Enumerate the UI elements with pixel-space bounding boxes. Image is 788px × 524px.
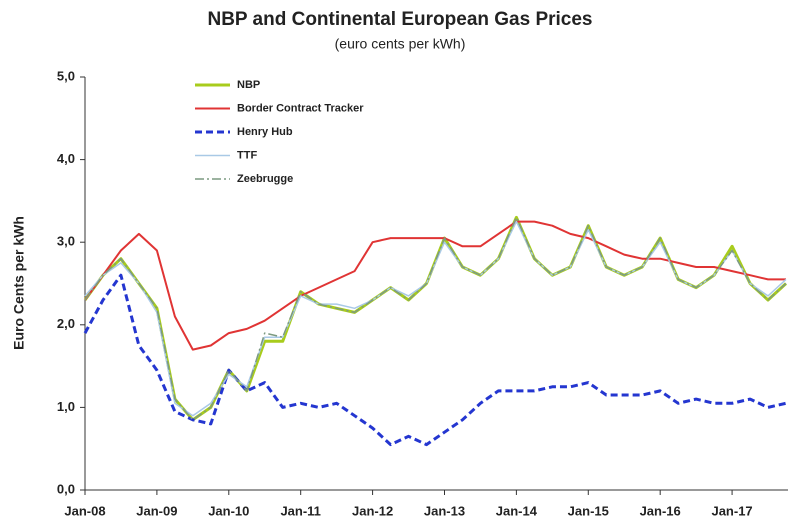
y-axis-label: Euro Cents per kWh bbox=[11, 216, 27, 350]
series-line bbox=[83, 273, 787, 447]
legend-label: Zeebrugge bbox=[237, 173, 293, 185]
y-tick-label: 0,0 bbox=[57, 481, 75, 496]
series-line bbox=[83, 215, 788, 422]
x-tick-label: Jan-16 bbox=[640, 503, 681, 518]
y-tick-label: 5,0 bbox=[57, 68, 75, 83]
x-tick-label: Jan-09 bbox=[136, 503, 177, 518]
legend-label: Henry Hub bbox=[237, 126, 293, 138]
legend-label: TTF bbox=[237, 149, 257, 161]
legend-label: Border Contract Tracker bbox=[237, 102, 364, 114]
y-tick-label: 2,0 bbox=[57, 316, 75, 331]
x-tick-label: Jan-14 bbox=[496, 503, 538, 518]
series-line bbox=[84, 220, 787, 417]
x-tick-label: Jan-11 bbox=[280, 503, 320, 518]
y-tick-label: 3,0 bbox=[57, 234, 75, 249]
x-tick-label: Jan-10 bbox=[208, 503, 249, 518]
x-tick-label: Jan-17 bbox=[711, 503, 752, 518]
chart-title: NBP and Continental European Gas Prices bbox=[207, 9, 592, 30]
series-line bbox=[84, 220, 786, 351]
series-line bbox=[84, 216, 787, 421]
y-tick-label: 1,0 bbox=[57, 399, 75, 414]
y-tick-label: 4,0 bbox=[57, 151, 75, 166]
x-tick-label: Jan-08 bbox=[64, 503, 105, 518]
x-tick-label: Jan-13 bbox=[424, 503, 465, 518]
x-tick-label: Jan-15 bbox=[568, 503, 609, 518]
x-tick-label: Jan-12 bbox=[352, 503, 393, 518]
legend-label: NBP bbox=[237, 79, 260, 91]
chart-subtitle: (euro cents per kWh) bbox=[335, 36, 466, 52]
